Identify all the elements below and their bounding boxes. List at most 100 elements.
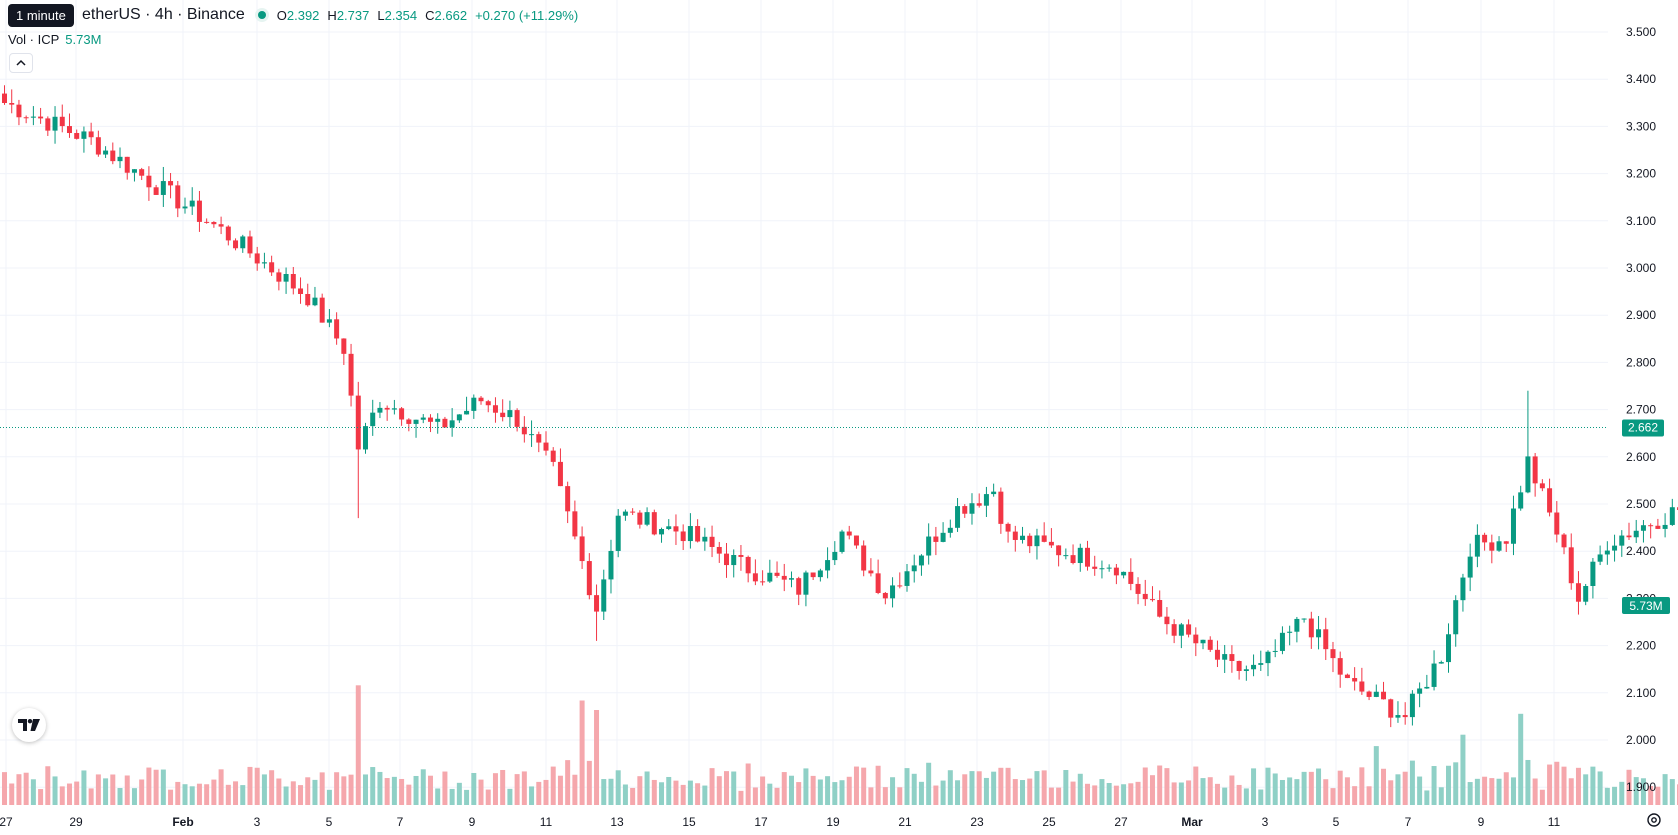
candle-body	[1568, 547, 1574, 584]
candle-body	[1489, 542, 1495, 551]
candle-body	[139, 169, 145, 176]
interval-tooltip: 1 minute	[8, 4, 74, 27]
time-tick-label: 3	[254, 815, 261, 829]
candle-body	[1655, 525, 1661, 529]
candle-body	[825, 560, 831, 571]
volume-bar	[1352, 786, 1358, 805]
candle-body	[276, 272, 282, 282]
candle-body	[1323, 629, 1329, 650]
candle-body	[117, 156, 123, 162]
candle-body	[752, 573, 758, 582]
volume-bar	[1085, 783, 1090, 805]
candle-body	[218, 224, 224, 227]
candle-body	[485, 401, 491, 406]
candle-body	[355, 395, 361, 450]
volume-bar	[644, 771, 650, 805]
volume-bar	[680, 784, 686, 805]
candle-body	[1633, 530, 1639, 538]
symbol-title[interactable]: etherUS · 4h · Binance	[82, 6, 245, 23]
volume-bar	[225, 784, 231, 805]
candle-body	[521, 426, 527, 435]
volume-bar	[211, 779, 217, 805]
volume-bar	[1193, 766, 1199, 805]
volume-bar	[1373, 746, 1379, 805]
volume-bar	[1669, 779, 1675, 805]
candle-body	[103, 150, 109, 155]
time-tick-label: 23	[970, 815, 984, 829]
volume-bar	[969, 771, 975, 805]
volume-bar	[103, 778, 109, 805]
time-tick-label: 17	[754, 815, 768, 829]
volume-badge-bg	[1622, 597, 1670, 614]
volume-bar	[594, 710, 600, 805]
candle-body	[1287, 631, 1293, 633]
candle-body	[1482, 534, 1488, 543]
price-tick-label: 2.400	[1626, 544, 1656, 558]
volume-bar	[1171, 782, 1177, 805]
candle-body	[88, 131, 94, 138]
volume-bar	[803, 768, 809, 805]
tradingview-logo-icon[interactable]	[12, 708, 46, 742]
volume-bar	[38, 789, 44, 805]
volume-bar	[1099, 779, 1105, 805]
volume-bar	[1092, 785, 1098, 805]
candle-body	[1186, 624, 1192, 635]
close-label: C	[425, 7, 435, 23]
volume-bar	[16, 774, 22, 805]
volume-bar	[124, 775, 130, 805]
time-tick-label: 5	[326, 815, 333, 829]
volume-bar	[1222, 787, 1228, 805]
volume-bar	[536, 781, 542, 805]
volume-bar	[1027, 778, 1033, 805]
volume-bar	[991, 771, 997, 805]
last-price-badge-text: 2.662	[1628, 421, 1658, 435]
candle-body	[334, 319, 340, 339]
volume-bar	[853, 766, 859, 805]
candle-body	[1381, 691, 1387, 700]
volume-bar	[23, 772, 29, 805]
candle-body	[290, 274, 296, 289]
time-axis: 27 29 Feb 3 5 7 9 11 13 15 17 19 21 23 25 27 Mar 3 5 7 9 11	[0, 815, 1561, 829]
volume-bar	[882, 787, 888, 805]
candle-body	[45, 118, 51, 131]
volume-bar	[1467, 782, 1473, 805]
volume-bar	[1568, 778, 1574, 805]
volume-bar	[261, 774, 267, 805]
volume-bar	[442, 771, 448, 805]
volume-bar	[1251, 768, 1257, 805]
volume-bar	[1113, 785, 1119, 805]
candle-body	[1590, 561, 1596, 587]
volume-bar	[254, 767, 260, 805]
volume-bar	[1554, 761, 1560, 805]
candle-body	[1020, 535, 1026, 540]
volume-bar	[189, 786, 195, 805]
volume-bar	[1048, 787, 1054, 805]
volume-legend[interactable]: Vol · ICP 5.73M	[8, 32, 101, 47]
candle-body	[38, 116, 44, 119]
volume-bar	[413, 775, 419, 805]
candle-body	[391, 408, 397, 410]
volume-bar	[695, 783, 701, 805]
volume-bar	[153, 769, 159, 805]
candles	[2, 85, 1678, 728]
volume-bar	[456, 782, 462, 805]
gear-icon[interactable]	[1645, 811, 1663, 829]
volume-bar	[1344, 777, 1350, 805]
volume-bar	[1243, 788, 1249, 805]
candle-body	[370, 412, 376, 427]
volume-bar	[825, 776, 831, 805]
time-tick-label: 9	[1478, 815, 1485, 829]
volume-bar	[868, 787, 874, 805]
candle-body	[594, 595, 600, 612]
candle-body	[1236, 661, 1242, 671]
candle-body	[897, 585, 903, 587]
candle-body	[1005, 523, 1011, 532]
collapse-legend-button[interactable]	[9, 53, 33, 73]
candle-body	[247, 236, 253, 254]
high-label: H	[327, 7, 337, 23]
candle-body	[456, 414, 462, 421]
candle-body	[709, 536, 715, 547]
market-status-icon[interactable]	[254, 8, 269, 22]
volume-bar	[608, 778, 614, 805]
